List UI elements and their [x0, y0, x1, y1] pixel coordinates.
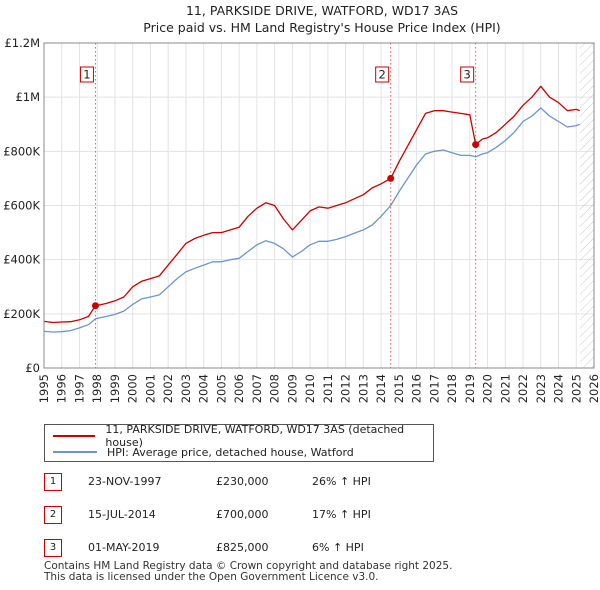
series-line: [43, 85, 581, 324]
hpi-line-swatch: [53, 451, 97, 453]
x-tick-label: 2002: [161, 374, 175, 403]
chart-title: 11, PARKSIDE DRIVE, WATFORD, WD17 3AS: [186, 3, 458, 18]
sale-price: £700,000: [216, 508, 269, 521]
sale-point: [91, 302, 99, 310]
x-tick-label: 2026: [587, 374, 600, 403]
x-tick-label: 2011: [321, 374, 335, 403]
x-tick-label: 2004: [197, 374, 211, 403]
sale-badge: 2: [44, 506, 62, 524]
footer-licence: This data is licensed under the Open Gov…: [44, 571, 379, 583]
x-tick-label: 2025: [569, 374, 583, 403]
x-tick-label: 2019: [463, 374, 477, 403]
sale-price: £825,000: [216, 541, 269, 554]
y-tick-label: £1.2M: [4, 36, 40, 50]
sale-label-box: [460, 66, 475, 83]
plot-frame: [43, 42, 595, 369]
sale-markers-lines: 1 2 3: [79, 43, 477, 368]
x-tick-label: 2020: [481, 374, 495, 403]
sale-row: 2 15-JUL-2014 £700,000 17% ↑ HPI: [44, 506, 464, 526]
x-tick-label: 2017: [427, 374, 441, 403]
chart-subtitle: Price paid vs. HM Land Registry's House …: [143, 20, 500, 35]
y-tick-label: £600K: [3, 199, 40, 213]
sale-points: [91, 141, 480, 310]
sale-date: 15-JUL-2014: [88, 508, 156, 521]
x-tick-label: 1995: [37, 374, 51, 403]
series-line: [43, 107, 581, 333]
projection-hatch: [579, 43, 594, 368]
sale-date: 01-MAY-2019: [88, 541, 160, 554]
y-tick-label: £0: [25, 361, 40, 375]
legend-item-property: 11, PARKSIDE DRIVE, WATFORD, WD17 3AS (d…: [53, 423, 433, 449]
sale-hpi-diff: 17% ↑ HPI: [312, 508, 371, 521]
sale-point: [472, 141, 480, 149]
series-lines: [43, 85, 581, 333]
x-tick-label: 2009: [285, 374, 299, 403]
sale-row: 1 23-NOV-1997 £230,000 26% ↑ HPI: [44, 473, 464, 493]
property-line-swatch: [53, 435, 96, 437]
sale-point: [387, 174, 395, 182]
x-tick-label: 1996: [55, 374, 69, 403]
y-axis-ticks: £0 £200K £400K £600K £800K £1M £1.2M: [3, 36, 40, 375]
x-tick-label: 2013: [356, 374, 370, 403]
legend-label-property: 11, PARKSIDE DRIVE, WATFORD, WD17 3AS (d…: [105, 423, 405, 449]
sale-hpi-diff: 6% ↑ HPI: [312, 541, 364, 554]
sale-label-text: 2: [379, 68, 386, 82]
x-tick-label: 2008: [268, 374, 282, 403]
x-tick-label: 2012: [339, 374, 353, 403]
x-tick-label: 2016: [410, 374, 424, 403]
x-tick-label: 2014: [374, 374, 388, 403]
sale-label-text: 3: [463, 68, 470, 82]
y-tick-label: £800K: [3, 144, 40, 158]
sale-date: 23-NOV-1997: [88, 475, 162, 488]
y-tick-label: £400K: [3, 253, 40, 267]
x-tick-label: 1997: [72, 374, 86, 403]
x-tick-label: 2000: [126, 374, 140, 403]
y-tick-label: £1M: [15, 90, 40, 104]
sale-badge: 3: [44, 539, 62, 557]
sale-label-text: 1: [83, 68, 90, 82]
footer: Contains HM Land Registry data © Crown c…: [44, 561, 452, 583]
x-tick-label: 2003: [179, 374, 193, 403]
sale-badge: 1: [44, 473, 62, 491]
sale-price: £230,000: [216, 475, 269, 488]
y-tick-label: £200K: [3, 307, 40, 321]
x-tick-label: 2001: [143, 374, 157, 403]
x-tick-label: 2018: [445, 374, 459, 403]
x-tick-label: 2023: [534, 374, 548, 403]
x-tick-label: 2022: [516, 374, 530, 403]
x-tick-label: 2005: [214, 374, 228, 403]
x-tick-label: 1998: [90, 374, 104, 403]
price-chart: 11, PARKSIDE DRIVE, WATFORD, WD17 3AS Pr…: [3, 3, 600, 403]
sale-label-box: [375, 66, 390, 83]
x-tick-label: 2010: [303, 374, 317, 403]
legend: 11, PARKSIDE DRIVE, WATFORD, WD17 3AS (d…: [44, 423, 434, 462]
x-axis-ticks: 1995 1996 1997 1998 1999 2000 2001 2002 2003 2004…: [37, 374, 600, 403]
x-tick-label: 1999: [108, 374, 122, 403]
legend-label-hpi: HPI: Average price, detached house, Watf…: [107, 445, 354, 459]
x-tick-label: 2007: [250, 374, 264, 403]
legend-item-hpi: HPI: Average price, detached house, Watf…: [53, 444, 354, 460]
x-tick-label: 2006: [232, 374, 246, 403]
sale-label-box: [79, 66, 94, 83]
x-tick-label: 2024: [552, 374, 566, 403]
sale-row: 3 01-MAY-2019 £825,000 6% ↑ HPI: [44, 539, 464, 559]
sale-hpi-diff: 26% ↑ HPI: [312, 475, 371, 488]
footer-copyright: Contains HM Land Registry data © Crown c…: [44, 560, 453, 572]
x-tick-label: 2021: [498, 374, 512, 403]
x-tick-label: 2015: [392, 374, 406, 403]
grid: [43, 42, 595, 369]
